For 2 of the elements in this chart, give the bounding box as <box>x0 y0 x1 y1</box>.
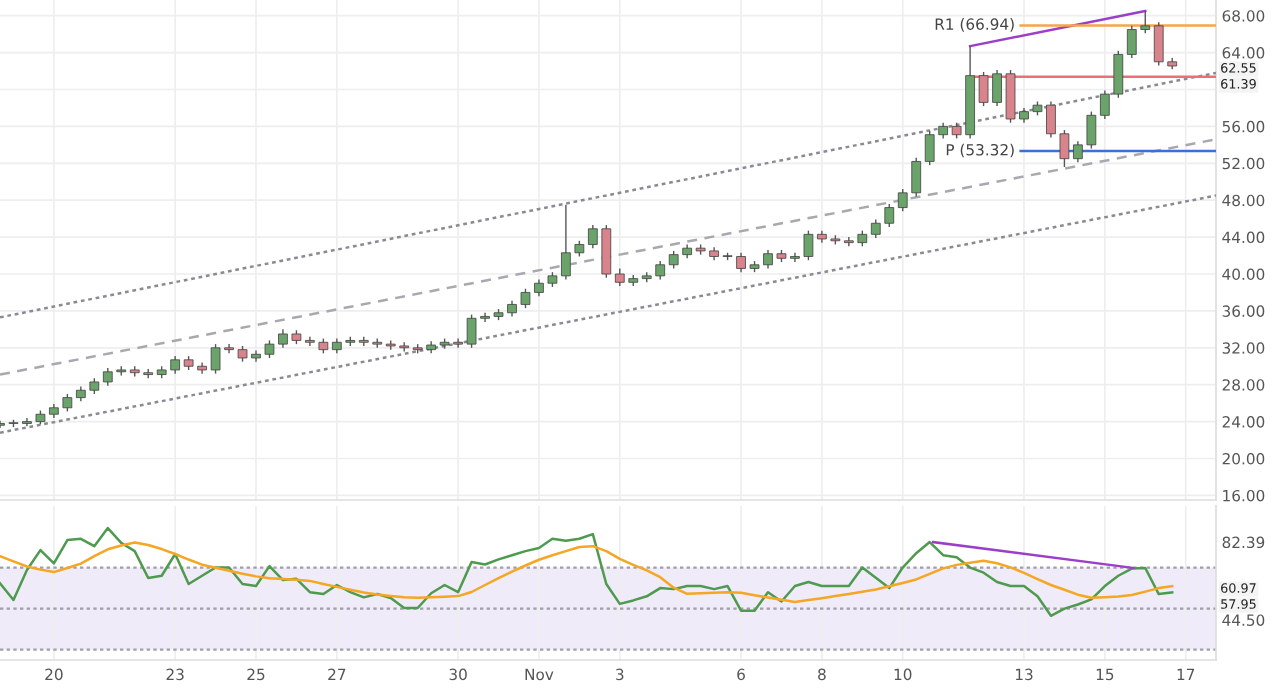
line-series <box>0 526 1174 618</box>
line-series <box>0 541 1174 604</box>
